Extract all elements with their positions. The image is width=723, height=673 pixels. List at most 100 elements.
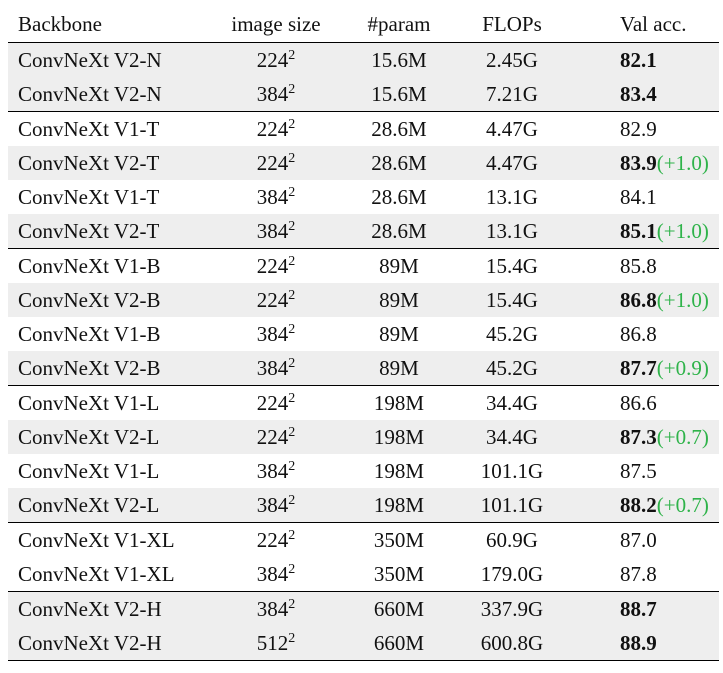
cell-image-size: 3842 bbox=[214, 557, 338, 592]
cell-image-size: 3842 bbox=[214, 351, 338, 386]
val-acc-value: 86.8 bbox=[620, 288, 657, 312]
val-acc-value: 82.9 bbox=[620, 117, 657, 141]
val-acc-value: 88.9 bbox=[620, 631, 657, 655]
cell-param: 198M bbox=[373, 391, 425, 415]
image-size-value: 224 bbox=[256, 391, 289, 415]
cell-image-size: 3842 bbox=[214, 180, 338, 214]
image-size-exponent: 2 bbox=[288, 631, 296, 646]
cell-flops: 101.1G bbox=[460, 488, 564, 523]
cell-backbone: ConvNeXt V2-H bbox=[8, 626, 214, 661]
table-body: ConvNeXt V2-N 2242 15.6M 2.45G 82.1 ConvNeXt … bbox=[8, 42, 719, 661]
table-row: ConvNeXt V1-XL 2242 350M 60.9G 87.0 bbox=[8, 522, 719, 558]
table-row: ConvNeXt V2-T 3842 28.6M 13.1G 85.1(+1.0) bbox=[8, 214, 719, 249]
image-size-exponent: 2 bbox=[288, 528, 296, 543]
cell-param: 28.6M bbox=[371, 185, 427, 209]
cell-backbone: ConvNeXt V2-L bbox=[8, 420, 214, 454]
image-size-value: 384 bbox=[256, 82, 289, 106]
cell-param: 28.6M bbox=[338, 146, 460, 180]
header-image-size: image size bbox=[231, 12, 321, 36]
cell-backbone: ConvNeXt V2-L bbox=[8, 488, 214, 523]
cell-val-acc: 87.0 bbox=[564, 523, 719, 558]
cell-flops: 15.4G bbox=[486, 254, 538, 278]
cell-image-size: 2242 bbox=[214, 386, 338, 421]
cell-backbone: ConvNeXt V2-H bbox=[8, 591, 214, 626]
cell-image-size: 5122 bbox=[214, 626, 338, 661]
cell-backbone: ConvNeXt V1-B bbox=[18, 254, 161, 278]
cell-image-size: 3842 bbox=[214, 317, 338, 351]
cell-image-size: 2242 bbox=[214, 42, 338, 77]
image-size-value: 224 bbox=[256, 528, 289, 552]
cell-flops: 101.1G bbox=[480, 459, 544, 483]
image-size-exponent: 2 bbox=[288, 425, 296, 440]
table-row: ConvNeXt V1-B 2242 89M 15.4G 85.8 bbox=[8, 248, 719, 284]
header-flops: FLOPs bbox=[482, 12, 542, 36]
image-size-value: 224 bbox=[256, 288, 289, 312]
val-acc-delta: (+0.9) bbox=[656, 356, 709, 380]
cell-image-size: 3842 bbox=[214, 591, 338, 626]
image-size-value: 384 bbox=[256, 493, 289, 517]
cell-backbone: ConvNeXt V1-T bbox=[18, 185, 160, 209]
table-row: ConvNeXt V1-B 3842 89M 45.2G 86.8 bbox=[8, 317, 719, 351]
val-acc-value: 87.8 bbox=[620, 562, 657, 586]
image-size-value: 512 bbox=[256, 631, 289, 655]
cell-flops: 179.0G bbox=[480, 562, 544, 586]
table-row: ConvNeXt V1-T 3842 28.6M 13.1G 84.1 bbox=[8, 180, 719, 214]
table-row: ConvNeXt V2-T 2242 28.6M 4.47G 83.9(+1.0) bbox=[8, 146, 719, 180]
val-acc-delta: (+0.7) bbox=[656, 493, 709, 517]
cell-param: 89M bbox=[379, 254, 419, 278]
val-acc-value: 88.7 bbox=[620, 597, 657, 621]
cell-val-acc: 87.7(+0.9) bbox=[564, 351, 719, 386]
cell-backbone: ConvNeXt V2-N bbox=[8, 42, 214, 77]
table-row: ConvNeXt V2-B 3842 89M 45.2G 87.7(+0.9) bbox=[8, 351, 719, 386]
image-size-value: 224 bbox=[256, 117, 289, 141]
cell-image-size: 3842 bbox=[214, 488, 338, 523]
val-acc-value: 85.8 bbox=[620, 254, 657, 278]
cell-param: 28.6M bbox=[338, 214, 460, 249]
image-size-exponent: 2 bbox=[288, 151, 296, 166]
image-size-exponent: 2 bbox=[288, 493, 296, 508]
val-acc-value: 84.1 bbox=[620, 185, 657, 209]
cell-val-acc: 82.9 bbox=[564, 112, 719, 147]
val-acc-delta: (+0.7) bbox=[656, 425, 709, 449]
table-header: Backbone image size #param FLOPs Val acc… bbox=[8, 6, 719, 43]
table-row: ConvNeXt V1-T 2242 28.6M 4.47G 82.9 bbox=[8, 111, 719, 147]
image-size-exponent: 2 bbox=[288, 254, 296, 269]
cell-param: 198M bbox=[338, 420, 460, 454]
cell-flops: 600.8G bbox=[460, 626, 564, 661]
val-acc-value: 87.7 bbox=[620, 356, 657, 380]
table-row: ConvNeXt V2-L 3842 198M 101.1G 88.2(+0.7) bbox=[8, 488, 719, 523]
table-row: ConvNeXt V2-H 5122 660M 600.8G 88.9 bbox=[8, 626, 719, 661]
cell-flops: 337.9G bbox=[460, 591, 564, 626]
table-row: ConvNeXt V1-L 2242 198M 34.4G 86.6 bbox=[8, 385, 719, 421]
image-size-exponent: 2 bbox=[288, 117, 296, 132]
cell-val-acc: 85.1(+1.0) bbox=[564, 214, 719, 249]
image-size-value: 224 bbox=[256, 151, 289, 175]
val-acc-value: 85.1 bbox=[620, 219, 657, 243]
val-acc-value: 86.6 bbox=[620, 391, 657, 415]
cell-flops: 34.4G bbox=[486, 391, 538, 415]
table-row: ConvNeXt V1-L 3842 198M 101.1G 87.5 bbox=[8, 454, 719, 488]
image-size-exponent: 2 bbox=[288, 356, 296, 371]
cell-flops: 45.2G bbox=[486, 322, 538, 346]
image-size-value: 224 bbox=[256, 254, 289, 278]
cell-image-size: 3842 bbox=[214, 214, 338, 249]
cell-image-size: 2242 bbox=[214, 283, 338, 317]
cell-flops: 34.4G bbox=[460, 420, 564, 454]
val-acc-value: 87.0 bbox=[620, 528, 657, 552]
cell-flops: 45.2G bbox=[460, 351, 564, 386]
cell-backbone: ConvNeXt V2-N bbox=[8, 77, 214, 112]
cell-val-acc: 87.5 bbox=[564, 454, 719, 488]
cell-val-acc: 87.8 bbox=[564, 557, 719, 592]
val-acc-value: 83.9 bbox=[620, 151, 657, 175]
val-acc-value: 88.2 bbox=[620, 493, 657, 517]
val-acc-value: 87.3 bbox=[620, 425, 657, 449]
cell-val-acc: 86.8(+1.0) bbox=[564, 283, 719, 317]
image-size-exponent: 2 bbox=[288, 391, 296, 406]
cell-param: 89M bbox=[338, 283, 460, 317]
cell-param: 660M bbox=[338, 626, 460, 661]
header-backbone: Backbone bbox=[18, 12, 102, 36]
cell-param: 15.6M bbox=[338, 77, 460, 112]
image-size-exponent: 2 bbox=[288, 322, 296, 337]
image-size-value: 384 bbox=[256, 562, 289, 586]
cell-flops: 2.45G bbox=[460, 42, 564, 77]
